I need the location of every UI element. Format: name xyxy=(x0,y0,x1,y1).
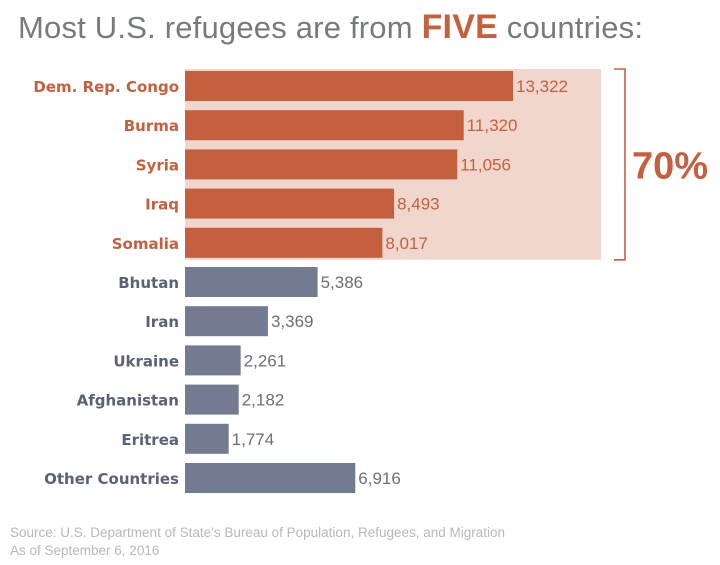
source-line: Source: U.S. Department of State’s Burea… xyxy=(10,525,506,540)
value-label: 6,916 xyxy=(358,469,401,488)
bar xyxy=(185,423,229,454)
bar xyxy=(185,463,356,493)
bar xyxy=(185,110,464,141)
chart-title-tail: countries: xyxy=(497,10,644,45)
share-annotation: 70% xyxy=(632,145,708,187)
refugee-bar-chart: 70% Dem. Rep. Congo 13,322 Burma 11,320 Syria… xyxy=(33,68,708,493)
category-label: Dem. Rep. Congo xyxy=(33,78,179,96)
category-label: Bhutan xyxy=(118,274,179,292)
highlight-bracket xyxy=(614,68,626,261)
bar xyxy=(185,227,383,258)
bar xyxy=(185,384,239,415)
value-label: 3,369 xyxy=(271,312,314,331)
category-label: Burma xyxy=(124,117,179,135)
category-label: Syria xyxy=(136,156,179,174)
bar xyxy=(185,71,513,101)
category-label: Other Countries xyxy=(44,470,179,488)
source-note: Source: U.S. Department of State’s Burea… xyxy=(10,524,505,560)
category-label: Somalia xyxy=(112,235,179,253)
category-label: Eritrea xyxy=(121,431,179,449)
value-label: 13,322 xyxy=(516,77,568,96)
category-label: Ukraine xyxy=(113,352,179,370)
bar xyxy=(185,149,458,180)
value-label: 2,182 xyxy=(242,391,285,410)
bar xyxy=(185,267,318,297)
bar xyxy=(185,188,395,219)
chart-title-highlight: FIVE xyxy=(421,8,498,46)
value-label: 11,320 xyxy=(467,116,518,135)
chart-title-lead: Most U.S. refugees are from xyxy=(18,10,422,45)
value-label: 5,386 xyxy=(321,273,364,292)
category-label: Afghanistan xyxy=(77,392,179,410)
category-label: Iran xyxy=(145,313,179,331)
category-label: Iraq xyxy=(145,196,179,214)
chart-title: Most U.S. refugees are from FIVE countri… xyxy=(18,8,643,47)
value-label: 1,774 xyxy=(232,430,275,449)
as-of-date: As of September 6, 2016 xyxy=(10,543,160,558)
bar xyxy=(185,345,241,376)
value-label: 8,493 xyxy=(397,195,440,214)
value-label: 8,017 xyxy=(385,234,428,253)
value-label: 2,261 xyxy=(244,351,287,370)
value-label: 11,056 xyxy=(460,155,511,174)
bar xyxy=(185,306,268,337)
